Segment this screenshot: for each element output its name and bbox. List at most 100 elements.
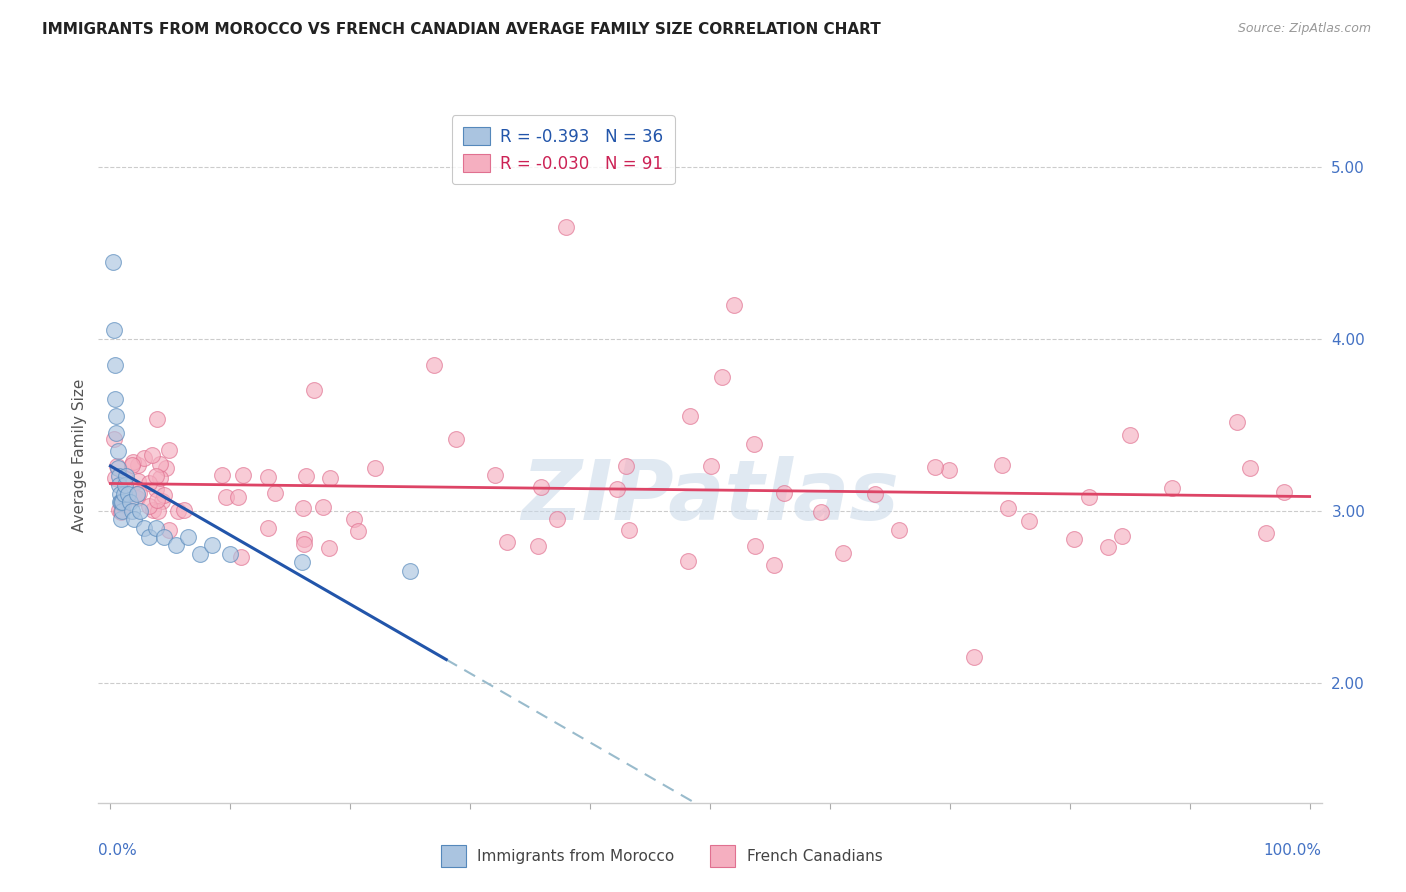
Point bbox=[1063, 532, 1085, 546]
Point bbox=[546, 512, 568, 526]
Point bbox=[104, 471, 127, 485]
Point bbox=[108, 503, 131, 517]
Point bbox=[101, 254, 124, 268]
Point bbox=[166, 504, 188, 518]
Point bbox=[104, 358, 127, 372]
Text: 100.0%: 100.0% bbox=[1264, 843, 1322, 858]
Point bbox=[318, 541, 340, 556]
Point bbox=[129, 504, 152, 518]
Point bbox=[1111, 529, 1133, 543]
Point bbox=[887, 523, 910, 537]
Point bbox=[215, 491, 238, 505]
Point bbox=[257, 469, 280, 483]
Point bbox=[963, 649, 986, 664]
Legend: R = -0.393   N = 36, R = -0.030   N = 91: R = -0.393 N = 36, R = -0.030 N = 91 bbox=[451, 115, 675, 185]
Point bbox=[938, 463, 960, 477]
Point bbox=[110, 512, 132, 526]
Point bbox=[832, 546, 855, 560]
Point bbox=[117, 486, 139, 500]
Point bbox=[1119, 428, 1142, 442]
Point bbox=[264, 486, 287, 500]
Point bbox=[112, 486, 135, 500]
Point bbox=[723, 297, 745, 311]
Point bbox=[606, 482, 628, 496]
Point bbox=[110, 505, 132, 519]
Point bbox=[149, 457, 172, 471]
Point bbox=[679, 409, 702, 424]
Point bbox=[112, 498, 135, 512]
Point bbox=[118, 495, 141, 509]
Point bbox=[122, 455, 145, 469]
Point bbox=[295, 469, 318, 483]
Point bbox=[710, 370, 733, 384]
Point bbox=[153, 488, 176, 502]
Point bbox=[121, 458, 143, 473]
Point bbox=[1272, 484, 1295, 499]
Point bbox=[107, 460, 129, 475]
Point bbox=[676, 554, 699, 568]
Point bbox=[165, 538, 187, 552]
Point bbox=[484, 467, 506, 482]
Text: 0.0%: 0.0% bbox=[98, 843, 138, 858]
Text: IMMIGRANTS FROM MOROCCO VS FRENCH CANADIAN AVERAGE FAMILY SIZE CORRELATION CHART: IMMIGRANTS FROM MOROCCO VS FRENCH CANADI… bbox=[42, 22, 882, 37]
Point bbox=[157, 443, 180, 458]
Point bbox=[291, 555, 314, 569]
Point bbox=[157, 523, 180, 537]
Point bbox=[257, 521, 280, 535]
Point bbox=[153, 529, 176, 543]
Point bbox=[127, 458, 149, 472]
Point bbox=[114, 478, 136, 492]
Point bbox=[232, 468, 254, 483]
Point bbox=[211, 468, 233, 483]
Y-axis label: Average Family Size: Average Family Size bbox=[72, 378, 87, 532]
Point bbox=[146, 504, 169, 518]
Point bbox=[1239, 460, 1261, 475]
Point bbox=[142, 503, 165, 517]
Point bbox=[399, 564, 422, 578]
Point bbox=[110, 495, 132, 509]
Point bbox=[132, 521, 155, 535]
Point bbox=[304, 384, 326, 398]
Point bbox=[614, 459, 637, 474]
Point bbox=[141, 448, 163, 462]
Point bbox=[125, 486, 148, 500]
Point bbox=[103, 323, 125, 337]
Point bbox=[772, 485, 794, 500]
Point bbox=[111, 495, 134, 509]
Point bbox=[111, 504, 134, 518]
Point bbox=[145, 521, 167, 535]
Text: Source: ZipAtlas.com: Source: ZipAtlas.com bbox=[1237, 22, 1371, 36]
Point bbox=[742, 437, 765, 451]
Point bbox=[121, 504, 143, 518]
Point bbox=[1161, 481, 1184, 495]
Point bbox=[530, 480, 553, 494]
Point bbox=[145, 469, 167, 483]
Point bbox=[496, 535, 519, 549]
Point bbox=[526, 539, 548, 553]
Point bbox=[150, 493, 173, 508]
Point bbox=[555, 220, 578, 235]
Point bbox=[124, 512, 146, 526]
Point bbox=[128, 486, 150, 500]
Point bbox=[229, 550, 252, 565]
Point bbox=[149, 471, 172, 485]
Point bbox=[105, 458, 128, 473]
Point bbox=[146, 492, 169, 507]
Point bbox=[997, 501, 1019, 516]
Point bbox=[1226, 415, 1249, 429]
Point bbox=[108, 478, 131, 492]
Point bbox=[177, 529, 200, 543]
Point bbox=[991, 458, 1014, 472]
Point bbox=[103, 432, 125, 446]
Point bbox=[863, 487, 886, 501]
Point bbox=[138, 475, 160, 490]
Point bbox=[617, 523, 640, 537]
Point bbox=[226, 490, 249, 504]
Point bbox=[127, 475, 149, 489]
Point bbox=[138, 499, 160, 513]
Point bbox=[1018, 514, 1040, 528]
Point bbox=[292, 536, 315, 550]
Point bbox=[105, 409, 128, 424]
Point bbox=[1097, 540, 1119, 554]
Point bbox=[146, 411, 169, 425]
